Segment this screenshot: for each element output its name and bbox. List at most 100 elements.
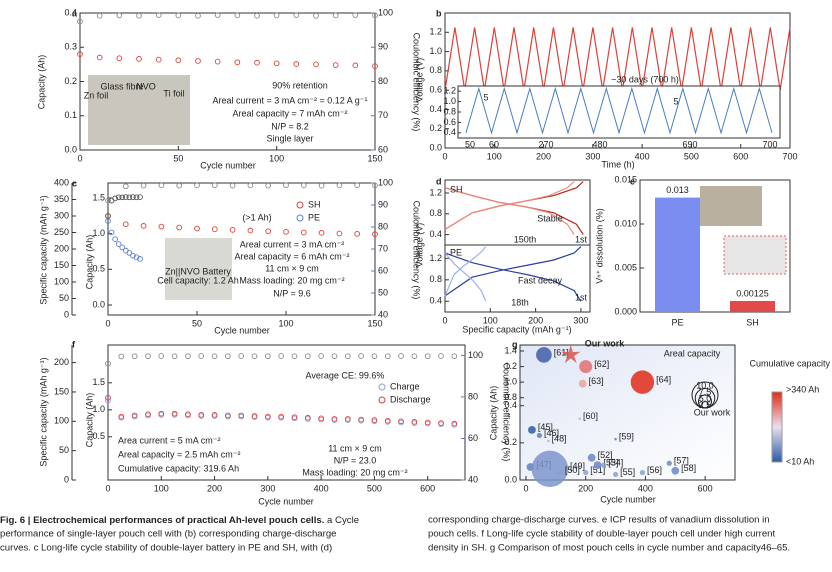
size-legend-label: 2.5 xyxy=(699,400,712,410)
data-point xyxy=(133,194,140,201)
data-point xyxy=(115,194,122,201)
x-tick-label: 0 xyxy=(442,151,447,161)
x-tick-label: 50 xyxy=(192,318,202,328)
data-point xyxy=(108,229,115,236)
y-tick-label: 0.000 xyxy=(614,306,637,316)
bubble xyxy=(578,379,587,388)
y2-axis-label: Coulombic efficiency (%) xyxy=(412,33,422,132)
colorbar xyxy=(771,391,783,463)
plot-frame xyxy=(107,344,466,481)
y-tick-label: 0 xyxy=(64,474,69,484)
data-point xyxy=(122,183,129,190)
annotation: Fast decay xyxy=(518,275,563,285)
annotation: Glass fibre xyxy=(100,81,143,91)
x-tick-label: 600 xyxy=(420,483,435,493)
y-tick-label: 0.015 xyxy=(614,174,637,184)
point-label: [49] xyxy=(570,461,585,471)
data-point xyxy=(424,419,431,426)
data-point xyxy=(171,353,178,360)
data-point xyxy=(278,353,285,359)
data-point xyxy=(313,61,319,68)
data-point xyxy=(251,353,258,360)
y-tick-label: 100 xyxy=(54,276,69,286)
annotation: Mass loading: 20 mg cm⁻² xyxy=(302,467,407,477)
size-legend-label: 10.0 xyxy=(696,380,714,390)
inset-x-label: 690 xyxy=(682,139,697,149)
annotation: Ti foil xyxy=(163,88,184,98)
plot-frame xyxy=(519,344,736,481)
x-tick-label: 0 xyxy=(442,315,447,325)
y2-tick-label: 100 xyxy=(378,177,393,187)
data-point xyxy=(354,230,361,237)
annotation: Zn foil xyxy=(84,90,109,100)
data-point xyxy=(116,55,123,62)
data-point xyxy=(336,230,343,237)
point-label: [51] xyxy=(590,465,605,475)
caption-line: pouch cells. f Long-life cycle stability… xyxy=(428,529,775,540)
data-point xyxy=(194,182,200,189)
annotation: Areal capacity = 7 mAh cm⁻² xyxy=(232,108,347,118)
x-tick-label: 150 xyxy=(367,153,382,163)
annotation: 11 cm × 9 cm xyxy=(265,263,319,273)
data-point xyxy=(229,227,236,233)
point-label: [48] xyxy=(552,433,567,443)
data-point xyxy=(105,213,111,219)
annotation: 150th xyxy=(514,234,537,244)
data-point xyxy=(411,419,418,425)
inner-axis-label: Capacity (Ah) xyxy=(84,393,94,448)
data-point xyxy=(225,412,231,419)
bubble xyxy=(666,460,672,466)
annotation: 90% retention xyxy=(272,80,328,90)
data-point xyxy=(451,353,458,360)
data-point xyxy=(344,416,351,422)
inset-tick-label: 1.0 xyxy=(443,96,456,106)
data-point xyxy=(77,51,83,57)
data-point xyxy=(234,59,241,66)
data-point xyxy=(352,62,359,69)
y-tick-label: 0.4 xyxy=(504,400,517,410)
data-point xyxy=(122,194,129,200)
data-point xyxy=(158,182,165,189)
inset-tick-label: 0.6 xyxy=(443,117,456,127)
data-point xyxy=(265,353,271,360)
x-tick-label: 100 xyxy=(487,151,502,161)
data-point xyxy=(136,56,142,62)
y2-tick-label: 60 xyxy=(378,144,388,154)
data-point xyxy=(145,353,151,360)
annotation: N/P = 8.2 xyxy=(271,121,309,131)
data-point xyxy=(116,12,123,19)
y2-tick-label: 40 xyxy=(378,309,388,319)
inner-tick-label: 0.5 xyxy=(92,264,105,274)
data-point xyxy=(171,410,178,417)
data-point xyxy=(358,353,364,359)
annotation: Single layer xyxy=(266,133,313,143)
data-point xyxy=(304,414,311,421)
point-label: [59] xyxy=(619,432,634,442)
data-point xyxy=(438,353,444,359)
y2-tick-label: 100 xyxy=(378,7,393,17)
data-point xyxy=(137,194,143,200)
data-point xyxy=(300,182,307,189)
annotation: Average CE: 99.6% xyxy=(306,370,385,380)
annotation: Zn||NVO Battery xyxy=(165,266,231,276)
annotation: SH xyxy=(450,184,463,194)
data-point xyxy=(112,236,118,242)
data-point xyxy=(77,18,83,25)
value-label: 0.013 xyxy=(666,185,689,195)
data-point xyxy=(251,413,258,419)
x-tick-label: 150 xyxy=(367,318,382,328)
data-point xyxy=(105,360,111,367)
data-point xyxy=(293,61,300,67)
inset-line xyxy=(465,86,773,135)
data-point xyxy=(112,195,118,202)
y-tick-label: 1.2 xyxy=(504,361,517,371)
data-point xyxy=(318,353,324,359)
bubble xyxy=(583,469,589,476)
inner-axis-label: Capacity (Ah) xyxy=(84,235,94,290)
y-axis-label: Specific capacity (mAh g⁻¹) xyxy=(38,195,48,304)
annotation: Areal capacity xyxy=(664,348,721,358)
y-tick-label: 1.2 xyxy=(429,187,442,197)
data-point xyxy=(198,411,205,418)
y-tick-label: 1.0 xyxy=(429,46,442,56)
data-point xyxy=(384,353,391,360)
